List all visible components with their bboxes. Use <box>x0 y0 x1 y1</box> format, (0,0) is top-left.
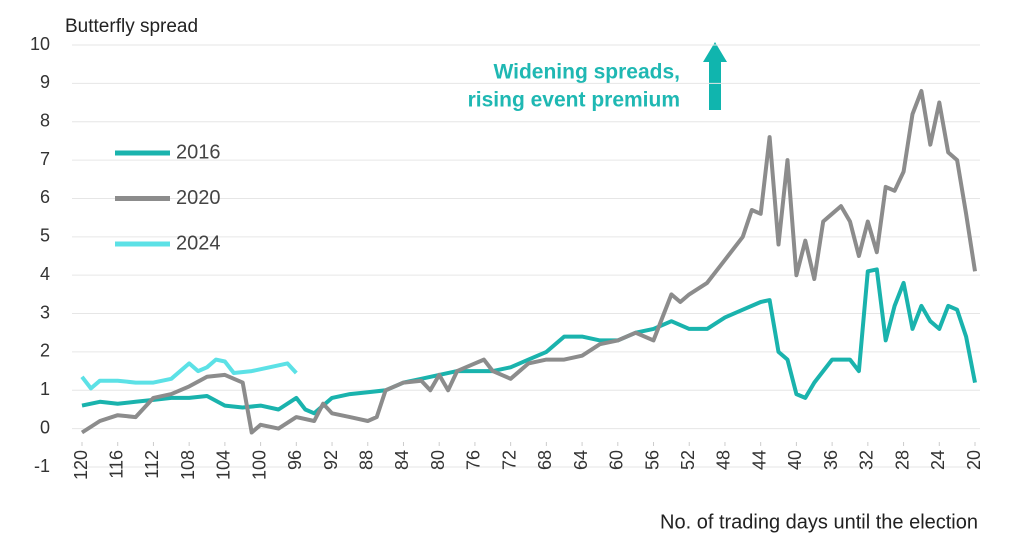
legend-label: 2016 <box>176 141 221 163</box>
x-tick-label: 48 <box>714 450 734 470</box>
x-tick-label: 20 <box>964 450 984 470</box>
x-tick-label: 92 <box>321 450 341 470</box>
x-tick-label: 80 <box>428 450 448 470</box>
x-tick-label: 120 <box>71 450 91 480</box>
x-tick-label: 56 <box>642 450 662 470</box>
y-tick-label: 9 <box>40 72 50 92</box>
y-tick-label: 5 <box>40 226 50 246</box>
y-tick-label: 6 <box>40 187 50 207</box>
y-tick-label: -1 <box>34 456 50 476</box>
x-tick-label: 36 <box>821 450 841 470</box>
x-axis-title: No. of trading days until the election <box>660 511 978 533</box>
y-tick-label: 10 <box>30 34 50 54</box>
y-axis-title: Butterfly spread <box>65 16 198 37</box>
annotation: rising event premium <box>468 89 680 112</box>
x-tick-label: 84 <box>392 450 412 470</box>
x-tick-label: 28 <box>892 450 912 470</box>
line-series <box>81 267 977 416</box>
line-series <box>80 89 977 435</box>
x-tick-label: 96 <box>285 450 305 470</box>
x-tick-label: 116 <box>106 450 126 479</box>
x-tick-label: 24 <box>928 450 948 470</box>
x-tick-label: 52 <box>678 450 698 470</box>
annotation: Widening spreads, <box>493 61 680 84</box>
legend-label: 2024 <box>176 232 221 254</box>
x-tick-label: 64 <box>571 450 591 470</box>
x-tick-label: 112 <box>142 450 162 479</box>
x-tick-label: 108 <box>178 450 198 480</box>
y-tick-label: 3 <box>40 302 50 322</box>
x-tick-label: 104 <box>214 450 234 480</box>
y-tick-label: 4 <box>40 264 50 284</box>
x-tick-label: 32 <box>857 450 877 470</box>
x-tick-label: 68 <box>535 450 555 470</box>
arrow <box>703 42 727 110</box>
line-series <box>80 357 298 391</box>
x-tick-label: 72 <box>499 450 519 470</box>
x-tick-label: 40 <box>785 450 805 470</box>
legend-label: 2020 <box>176 187 221 209</box>
y-tick-label: 1 <box>40 379 50 399</box>
x-tick-label: 76 <box>464 450 484 470</box>
y-tick-label: 7 <box>40 149 50 169</box>
y-tick-label: 8 <box>40 110 50 130</box>
x-tick-label: 100 <box>249 450 269 480</box>
x-tick-label: 60 <box>607 450 627 470</box>
x-tick-label: 88 <box>357 450 377 470</box>
x-tick-label: 44 <box>749 450 769 470</box>
y-tick-label: 2 <box>40 341 50 361</box>
y-tick-label: 0 <box>40 417 50 437</box>
